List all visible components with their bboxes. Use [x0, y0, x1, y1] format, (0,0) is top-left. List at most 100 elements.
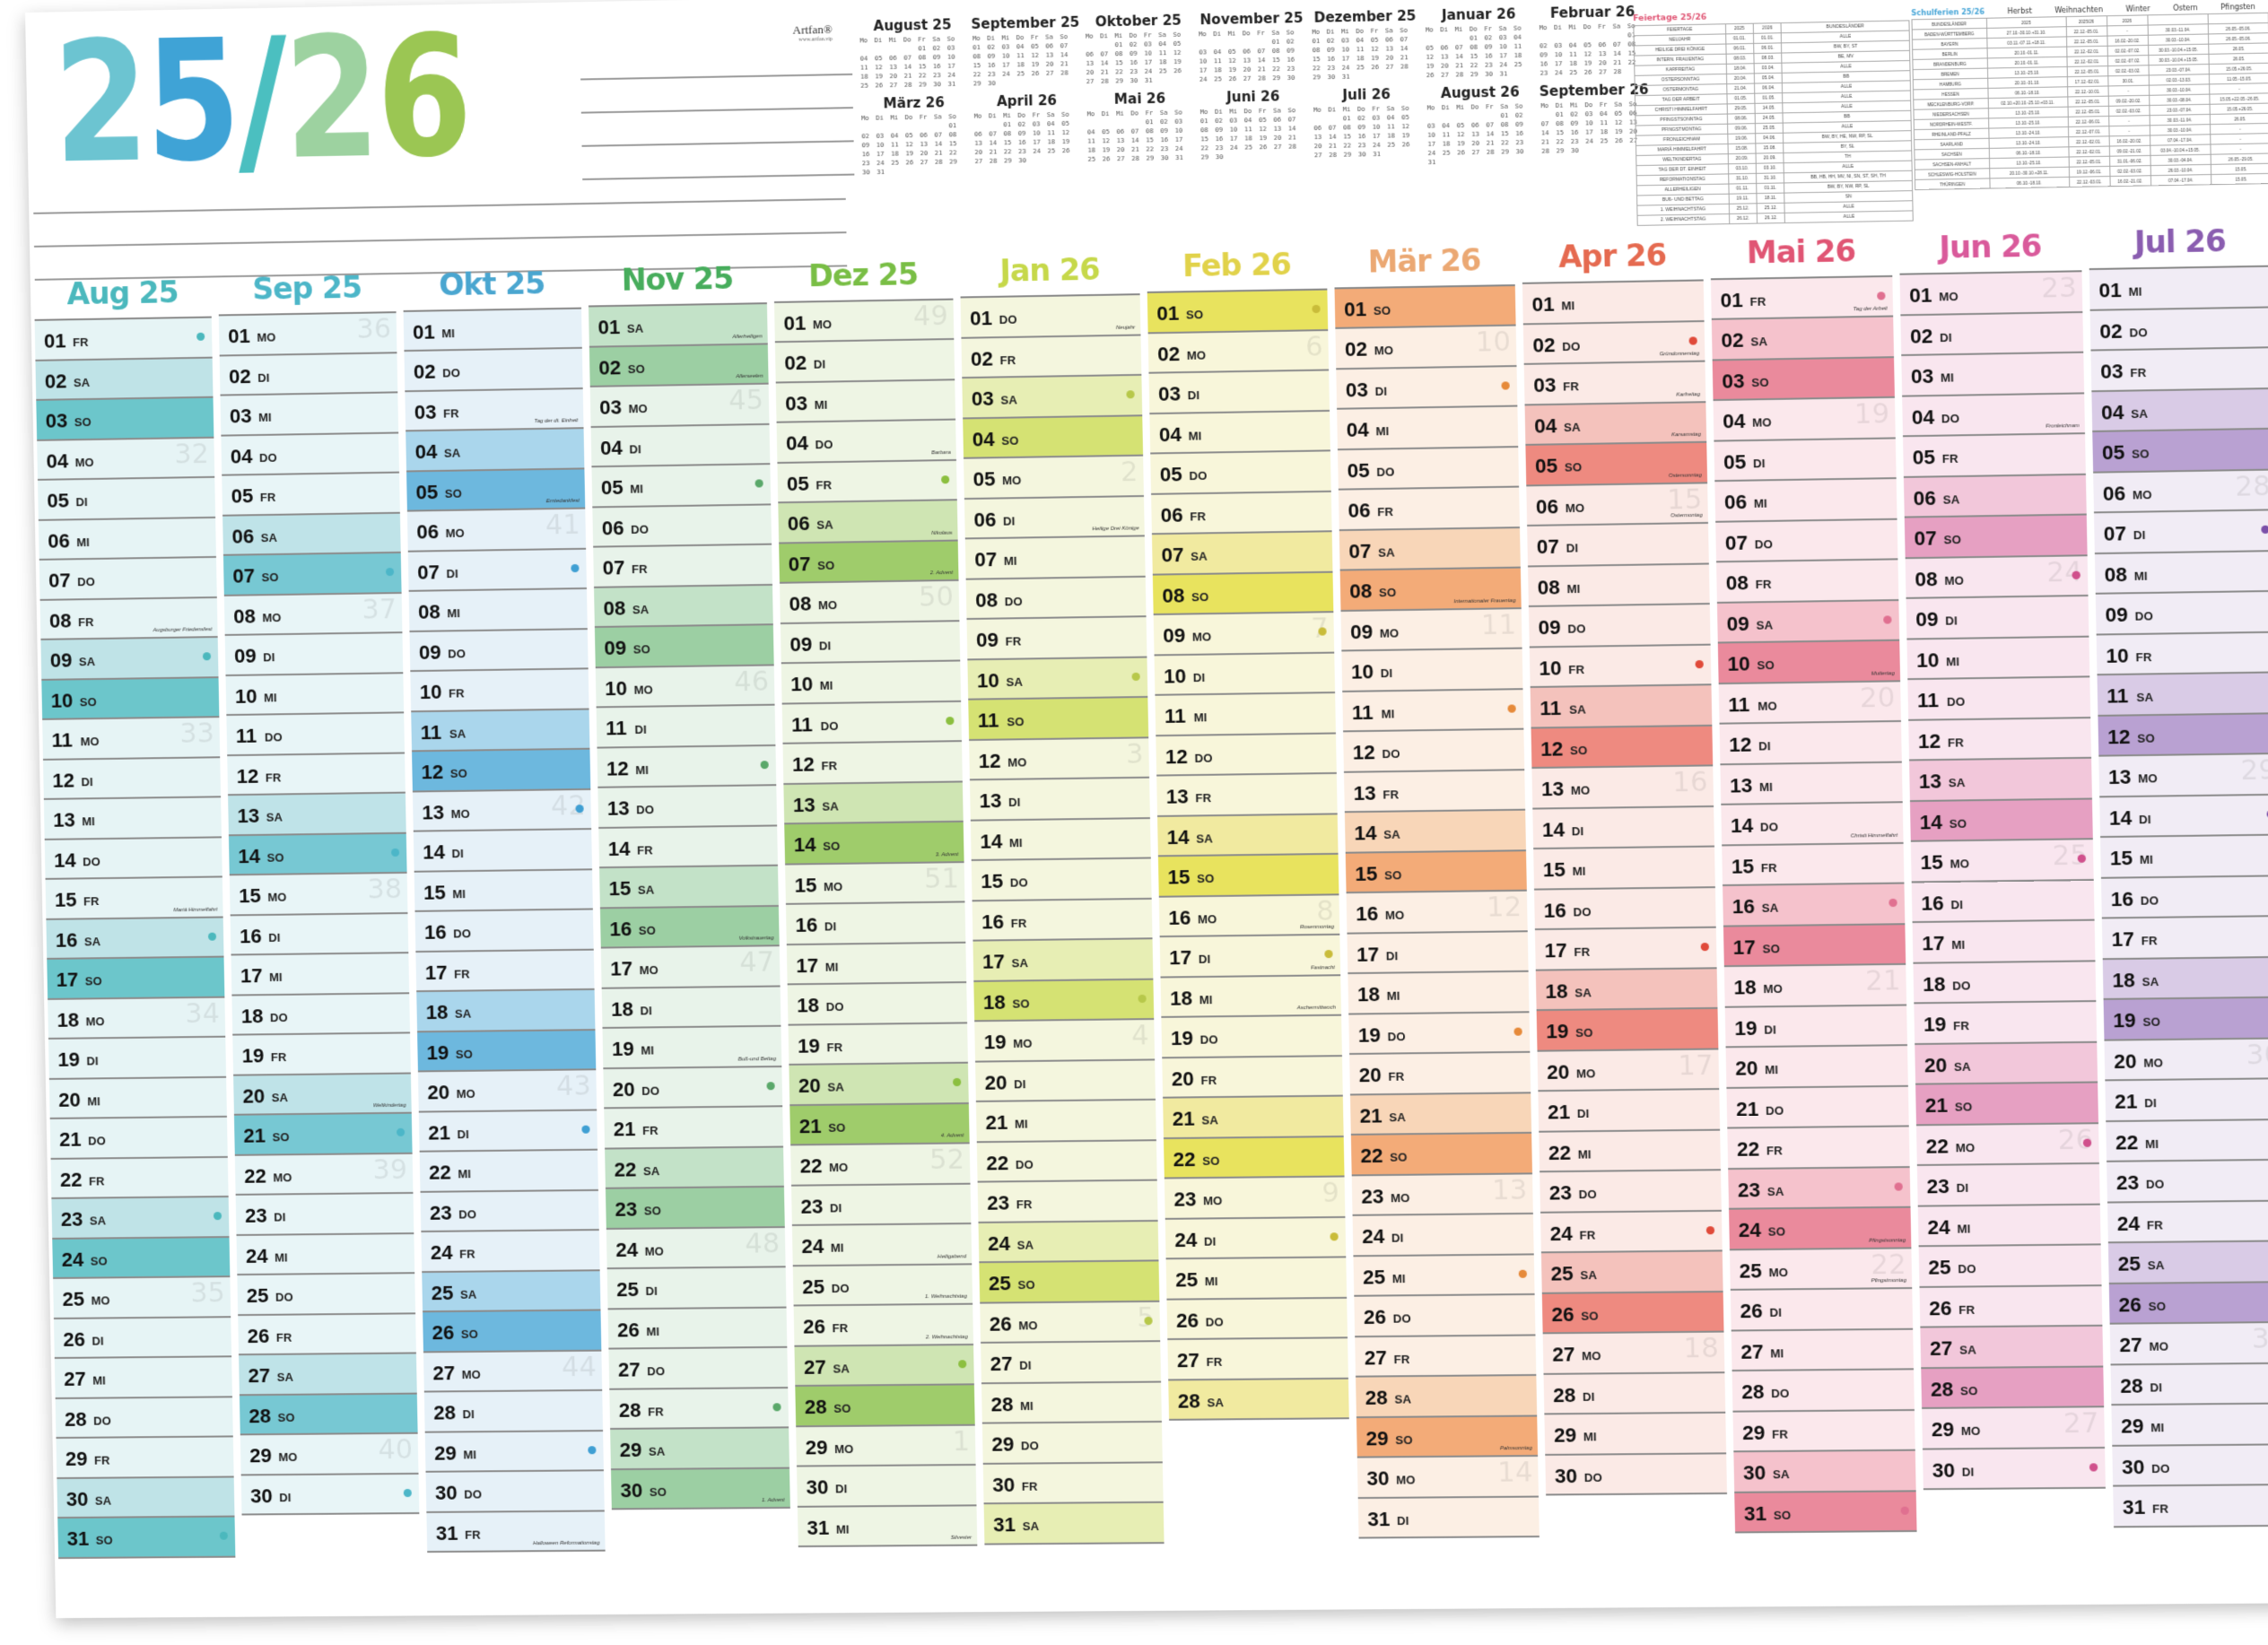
mini-weekday: Sa	[1158, 30, 1166, 39]
day-row: 20 SA	[789, 1063, 969, 1106]
holiday-cell: 19.06.	[1727, 133, 1756, 144]
day-row: 24 SO	[52, 1237, 231, 1279]
weekday-label: SA	[833, 1361, 850, 1376]
month-title: Mai 26	[1746, 232, 1856, 271]
weekday-label: MO	[1944, 573, 1965, 588]
holiday-label: Weltkindertag	[372, 1103, 406, 1110]
day-row: 31 SO	[57, 1517, 236, 1559]
day-row: 09 DO	[409, 629, 589, 673]
week-number: 14	[1496, 1457, 1533, 1490]
day-number: 05	[786, 472, 810, 495]
day-number: 18	[1356, 983, 1381, 1006]
weekday-label: FR	[1579, 1228, 1596, 1242]
day-row: 19 DI	[48, 1037, 227, 1080]
weekday-label: SO	[1757, 657, 1775, 673]
day-row: 20 MI	[48, 1077, 227, 1119]
day-number: 30	[434, 1481, 458, 1505]
mini-day: 27	[1599, 68, 1607, 76]
mini-day: 04	[1513, 33, 1522, 41]
day-row: 30 DI	[240, 1474, 420, 1516]
mini-blank	[1325, 114, 1340, 123]
mini-day: 24	[1499, 61, 1508, 69]
mini-day: 29	[919, 81, 927, 89]
day-row: 27 MO 31	[2109, 1323, 2268, 1366]
day-number: 04	[972, 427, 995, 451]
mini-day: 05	[1614, 109, 1623, 118]
mini-weekday: So	[1173, 30, 1182, 39]
weekday-label: FR	[2151, 1501, 2169, 1517]
weekday-label: DO	[1759, 820, 1779, 834]
day-number: 25	[2117, 1252, 2142, 1276]
day-row: 08 SO Internationaler Frauentag	[1339, 568, 1522, 612]
weekday-label: SO	[449, 766, 467, 781]
weekday-label: SA	[1575, 985, 1592, 1000]
mini-day: 20	[1116, 145, 1125, 154]
weekday-label: FR	[641, 1124, 659, 1138]
day-number: 23	[2115, 1171, 2140, 1195]
mini-weekday: Sa	[1159, 109, 1168, 117]
weekday-label: DO	[1583, 1470, 1602, 1484]
day-number: 19	[241, 1044, 265, 1067]
mini-day: 12	[1456, 131, 1465, 139]
day-row: 20 MO 43	[417, 1070, 598, 1113]
day-row: 01 DO Neujahr	[960, 295, 1141, 339]
mini-day: 12	[875, 64, 883, 72]
day-number: 21	[243, 1124, 266, 1148]
day-row: 29 MI	[424, 1431, 604, 1474]
school-holiday-cell: 22.12.-05.01.	[2065, 25, 2107, 37]
day-number: 02	[1721, 328, 1744, 352]
mini-day: 07	[989, 130, 997, 138]
day-number: 28	[618, 1398, 641, 1422]
mini-day: 03	[1584, 110, 1593, 118]
day-number: 05	[2101, 440, 2125, 465]
day-number: 28	[1365, 1386, 1388, 1410]
school-holiday-column: Pfingsten	[2220, 2, 2255, 12]
weekday-label: DI	[1391, 1231, 1404, 1246]
weekday-label: SA	[626, 321, 644, 336]
weekday-label: FR	[1760, 860, 1777, 875]
mini-day: 14	[1328, 133, 1337, 141]
day-row: 10 FR	[410, 669, 589, 713]
day-row: 21 SA	[1163, 1096, 1344, 1139]
day-number: 06	[1160, 503, 1183, 527]
mini-day: 04	[1016, 43, 1025, 51]
month-title: Nov 25	[621, 260, 734, 299]
mini-day: 09	[1570, 119, 1579, 127]
day-row: 18 DO	[787, 983, 968, 1026]
mini-blank	[971, 121, 985, 130]
day-row: 29 MO 1	[796, 1425, 976, 1467]
day-row: 27 FR	[1167, 1338, 1348, 1381]
day-number: 09	[604, 636, 627, 660]
weekday-label: SA	[1772, 1467, 1790, 1482]
weekday-label: FR	[826, 1040, 843, 1054]
mini-weekday: Mi	[1227, 30, 1236, 38]
weekday-label: DO	[1194, 751, 1213, 765]
weekday-label: MI	[814, 397, 828, 412]
mini-blank	[1594, 31, 1609, 40]
day-row: 02 SA	[35, 358, 214, 401]
day-row: 27 SA	[794, 1345, 974, 1388]
weekday-label: SA	[78, 655, 96, 669]
weekday-label: FR	[83, 894, 100, 909]
moon-phase-icon	[2261, 526, 2268, 535]
mini-day: 16	[1130, 58, 1138, 67]
weekday-label: MI	[263, 691, 277, 705]
day-number: 17	[1732, 935, 1757, 959]
day-row: 05 FR	[777, 460, 957, 504]
weekday-label: DI	[2150, 1380, 2162, 1395]
weekday-label: DO	[448, 646, 466, 661]
month-column: Nov 25 01 SA Allerheiligen 02 SO Allerseelen 03…	[588, 253, 791, 1554]
mini-day: 12	[1401, 123, 1410, 131]
day-number: 08	[1162, 584, 1185, 607]
day-row: 11 DI	[596, 705, 776, 749]
weekday-label: SO	[1762, 941, 1780, 956]
weekday-label: MI	[1386, 988, 1400, 1004]
mini-day: 31	[1341, 73, 1350, 81]
mini-day: 22	[1272, 65, 1280, 74]
day-number: 03	[599, 396, 623, 420]
mini-day: 19	[1102, 146, 1111, 154]
month-title: Sep 25	[251, 270, 362, 308]
mini-blank	[1225, 39, 1239, 48]
day-row: 05 MO 2	[964, 456, 1144, 500]
day-number: 09	[1349, 620, 1374, 644]
